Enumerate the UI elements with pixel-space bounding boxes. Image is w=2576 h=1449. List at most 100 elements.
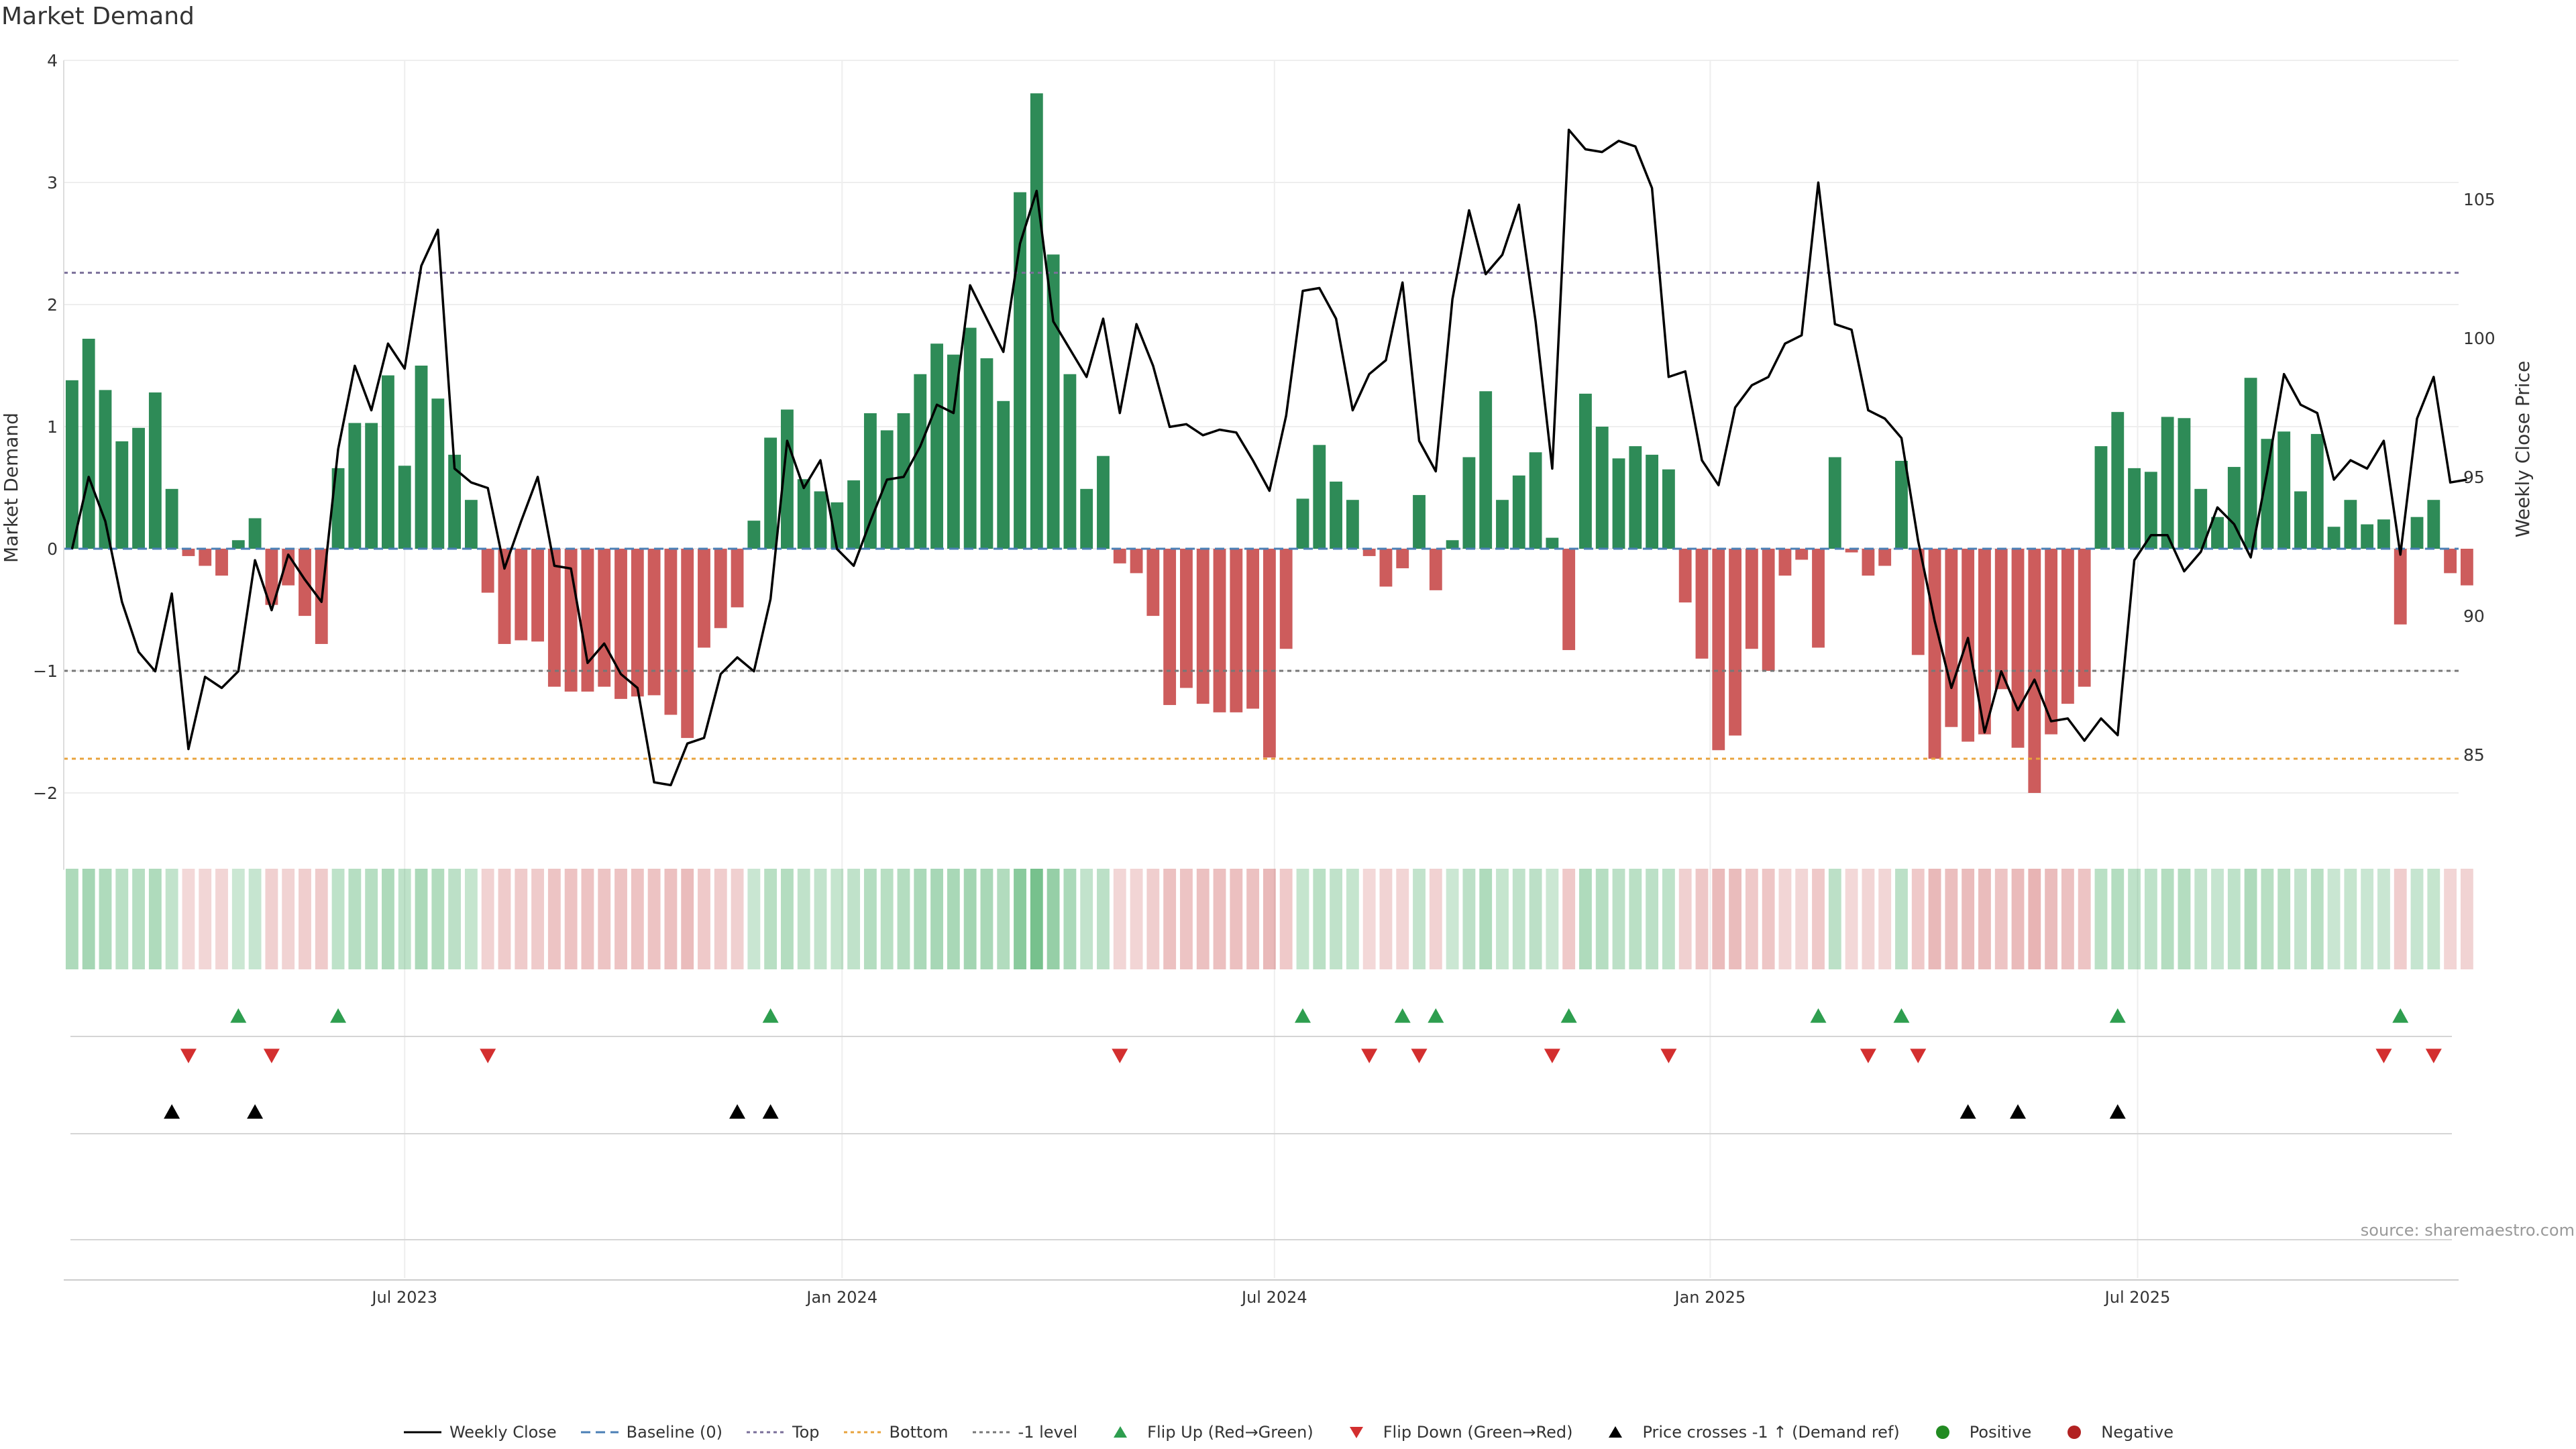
heat-cell bbox=[2178, 869, 2191, 969]
heat-cell bbox=[115, 869, 129, 969]
heat-cell bbox=[1862, 869, 1875, 969]
heat-cell bbox=[897, 869, 910, 969]
heat-cell bbox=[781, 869, 794, 969]
demand-bar bbox=[1812, 549, 1825, 648]
heat-cell bbox=[1812, 869, 1825, 969]
heat-cell bbox=[99, 869, 112, 969]
heat-cell bbox=[1795, 869, 1809, 969]
flip-up-marker bbox=[1810, 1008, 1827, 1023]
heat-cell bbox=[598, 869, 611, 969]
demand-bar bbox=[2410, 517, 2424, 549]
legend-symbol bbox=[2068, 1426, 2082, 1439]
demand-bar bbox=[914, 374, 927, 549]
heat-cell bbox=[498, 869, 511, 969]
legend-item-flip-up: Flip Up (Red→Green) bbox=[1100, 1423, 1313, 1442]
heat-cell bbox=[731, 869, 744, 969]
demand-bar bbox=[2427, 500, 2440, 549]
legend: Weekly Close Baseline (0) Top Bottom -1 leve… bbox=[0, 1419, 2576, 1446]
demand-bar bbox=[781, 409, 794, 549]
heat-cell bbox=[148, 869, 162, 969]
demand-bar bbox=[431, 398, 445, 549]
demand-bar bbox=[1512, 475, 1525, 549]
heat-cell bbox=[863, 869, 877, 969]
heat-cell bbox=[1396, 869, 1409, 969]
legend-label: Flip Up (Red→Green) bbox=[1147, 1423, 1313, 1442]
heat-cell bbox=[1678, 869, 1692, 969]
legend-item-minus1: -1 level bbox=[971, 1423, 1077, 1442]
legend-label: Baseline (0) bbox=[626, 1423, 722, 1442]
chart-title: Market Demand bbox=[1, 3, 195, 30]
demand-bar bbox=[199, 549, 212, 566]
heat-cell bbox=[1014, 869, 1026, 969]
demand-bar bbox=[2261, 439, 2274, 549]
flip-down-marker bbox=[1361, 1049, 1378, 1063]
heat-cell bbox=[1828, 869, 1841, 969]
legend-item-cross: Price crosses -1 ↑ (Demand ref) bbox=[1595, 1423, 1900, 1442]
demand-bar bbox=[1429, 549, 1442, 590]
heat-cell bbox=[415, 869, 428, 969]
heat-cell bbox=[1462, 869, 1476, 969]
heat-cell bbox=[1479, 869, 1493, 969]
demand-bar bbox=[1413, 494, 1426, 549]
heat-cell bbox=[315, 869, 328, 969]
flip-up-marker bbox=[762, 1008, 779, 1023]
demand-bar bbox=[1230, 549, 1243, 712]
demand-bar bbox=[1313, 445, 1326, 549]
demand-bar bbox=[1562, 549, 1576, 651]
heat-cell bbox=[2011, 869, 2025, 969]
demand-bar bbox=[1695, 549, 1709, 659]
y2-tick-label: 90 bbox=[2463, 606, 2485, 626]
flip-down-marker bbox=[1112, 1049, 1128, 1063]
heat-cell bbox=[2061, 869, 2074, 969]
heat-cell bbox=[747, 869, 761, 969]
heat-cell bbox=[1446, 869, 1459, 969]
demand-bar bbox=[2045, 549, 2058, 735]
heat-cell bbox=[2078, 869, 2091, 969]
heat-cell bbox=[2460, 869, 2473, 969]
demand-bar bbox=[1180, 549, 1193, 688]
cross-marker bbox=[2010, 1104, 2027, 1119]
demand-bar bbox=[2227, 467, 2241, 549]
heat-cell bbox=[631, 869, 644, 969]
heat-cell bbox=[1895, 869, 1908, 969]
demand-bar bbox=[132, 427, 145, 549]
legend-label: Positive bbox=[1969, 1423, 2032, 1442]
flip-up-marker bbox=[230, 1008, 247, 1023]
heat-cell bbox=[1911, 869, 1925, 969]
demand-bar bbox=[2078, 549, 2091, 687]
heat-cell bbox=[2361, 869, 2374, 969]
heat-cell bbox=[1562, 869, 1576, 969]
legend-item-top: Top bbox=[745, 1423, 820, 1442]
legend-positive-glyph bbox=[1935, 1426, 1949, 1439]
y-tick-label: 1 bbox=[47, 417, 58, 437]
heat-cell bbox=[1646, 869, 1659, 969]
demand-bar bbox=[847, 480, 861, 549]
demand-bar bbox=[997, 400, 1010, 549]
demand-bar bbox=[1678, 549, 1692, 603]
demand-bar bbox=[2028, 549, 2041, 793]
heat-cell bbox=[165, 869, 178, 969]
demand-bar bbox=[1928, 549, 1941, 759]
flip-down-marker bbox=[1660, 1049, 1677, 1063]
flip-down-marker bbox=[480, 1049, 496, 1063]
heat-cell bbox=[1146, 869, 1160, 969]
legend-symbol bbox=[843, 1431, 881, 1434]
demand-bar bbox=[814, 491, 827, 549]
heat-cell bbox=[681, 869, 694, 969]
heat-cell bbox=[1579, 869, 1592, 969]
cross-marker bbox=[762, 1104, 779, 1119]
x-tick-label: Jan 2025 bbox=[1674, 1288, 1746, 1307]
heat-cell bbox=[797, 869, 810, 969]
heat-cell bbox=[1729, 869, 1741, 969]
demand-bar bbox=[231, 540, 245, 549]
demand-bar bbox=[498, 549, 511, 644]
demand-bar bbox=[2144, 472, 2157, 549]
heat-cell bbox=[531, 869, 544, 969]
demand-bar bbox=[182, 549, 195, 556]
flip-up-marker bbox=[1294, 1008, 1311, 1023]
heat-cell bbox=[1512, 869, 1525, 969]
demand-bar bbox=[348, 423, 362, 549]
heat-cell bbox=[1945, 869, 1958, 969]
legend-symbol bbox=[580, 1431, 619, 1434]
heat-cell bbox=[1063, 869, 1077, 969]
